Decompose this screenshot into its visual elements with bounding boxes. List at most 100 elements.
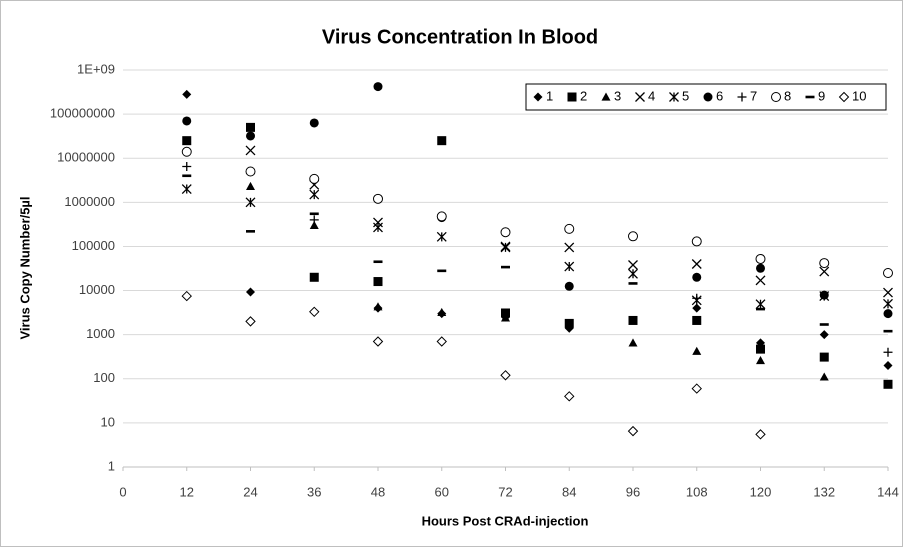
marker xyxy=(692,272,702,282)
x-tick-label: 120 xyxy=(750,484,772,499)
marker xyxy=(501,308,510,318)
marker xyxy=(182,136,192,146)
marker xyxy=(564,261,575,272)
marker xyxy=(805,95,815,99)
marker xyxy=(245,316,256,327)
marker xyxy=(819,330,829,340)
marker xyxy=(771,92,781,102)
marker xyxy=(246,181,255,190)
marker xyxy=(883,309,893,319)
marker xyxy=(692,303,702,313)
x-tick-label: 72 xyxy=(498,484,512,499)
marker xyxy=(181,184,192,195)
marker xyxy=(628,315,638,325)
y-tick-label: 10000000 xyxy=(57,150,115,165)
marker xyxy=(883,298,893,309)
marker xyxy=(436,211,447,222)
x-tick-label: 12 xyxy=(180,484,194,499)
legend-label: 10 xyxy=(852,88,866,103)
marker xyxy=(819,266,830,277)
legend-label: 8 xyxy=(784,88,791,103)
legend-label: 4 xyxy=(648,88,655,103)
marker xyxy=(309,212,319,216)
marker xyxy=(501,265,510,269)
x-tick-label: 84 xyxy=(562,484,576,499)
x-tick-label: 0 xyxy=(119,484,126,499)
marker xyxy=(628,268,638,279)
y-tick-label: 1000000 xyxy=(64,194,115,209)
legend-label: 7 xyxy=(750,88,757,103)
marker xyxy=(182,89,192,99)
y-tick-label: 100000000 xyxy=(50,106,115,121)
marker xyxy=(373,277,383,287)
marker xyxy=(437,307,447,316)
marker xyxy=(635,92,645,102)
marker xyxy=(500,242,511,253)
marker xyxy=(692,293,702,303)
marker xyxy=(819,323,829,326)
marker xyxy=(309,306,320,318)
marker xyxy=(819,352,829,362)
y-tick-label: 1E+09 xyxy=(77,61,115,76)
marker xyxy=(819,290,829,300)
marker xyxy=(500,227,511,238)
marker xyxy=(309,220,319,229)
marker xyxy=(372,336,384,347)
marker xyxy=(246,122,255,132)
marker xyxy=(756,307,765,311)
marker xyxy=(567,92,577,102)
marker xyxy=(756,263,765,273)
marker xyxy=(564,318,574,328)
marker xyxy=(500,370,511,381)
x-tick-label: 48 xyxy=(371,484,385,499)
marker xyxy=(564,223,575,234)
y-tick-label: 100000 xyxy=(72,238,115,253)
marker xyxy=(883,347,893,357)
marker xyxy=(692,315,702,325)
x-tick-label: 24 xyxy=(243,484,257,499)
marker xyxy=(819,258,830,269)
legend-label: 3 xyxy=(614,88,621,103)
marker xyxy=(883,329,893,333)
marker xyxy=(245,145,256,156)
marker xyxy=(819,372,829,381)
x-axis-label: Hours Post CRAd-injection xyxy=(422,513,589,528)
marker xyxy=(691,236,702,247)
marker xyxy=(755,299,766,310)
marker xyxy=(309,173,320,184)
marker xyxy=(373,82,383,92)
marker xyxy=(246,230,255,233)
marker xyxy=(692,346,702,355)
marker xyxy=(437,136,447,146)
chart-title: Virus Concentration In Blood xyxy=(322,26,598,48)
y-axis-label: Virus Copy Number/5µl xyxy=(17,196,32,339)
marker xyxy=(309,118,319,128)
y-tick-label: 1000 xyxy=(86,326,115,341)
marker xyxy=(246,131,255,141)
marker xyxy=(755,429,766,440)
marker xyxy=(564,391,575,402)
x-tick-label: 60 xyxy=(435,484,449,499)
y-tick-label: 10000 xyxy=(79,282,115,297)
marker xyxy=(182,116,192,126)
marker xyxy=(501,313,510,322)
marker xyxy=(245,166,256,177)
marker xyxy=(246,287,255,297)
marker xyxy=(373,260,383,264)
marker xyxy=(628,282,638,285)
marker xyxy=(373,217,383,228)
marker xyxy=(373,193,383,204)
marker xyxy=(245,197,256,208)
marker xyxy=(756,355,765,365)
marker xyxy=(309,215,319,225)
marker xyxy=(436,231,447,242)
marker xyxy=(182,161,192,171)
marker xyxy=(703,92,713,102)
marker xyxy=(756,344,765,354)
marker xyxy=(181,290,192,302)
y-tick-label: 10 xyxy=(101,414,115,429)
marker xyxy=(691,259,702,269)
marker xyxy=(628,260,638,270)
